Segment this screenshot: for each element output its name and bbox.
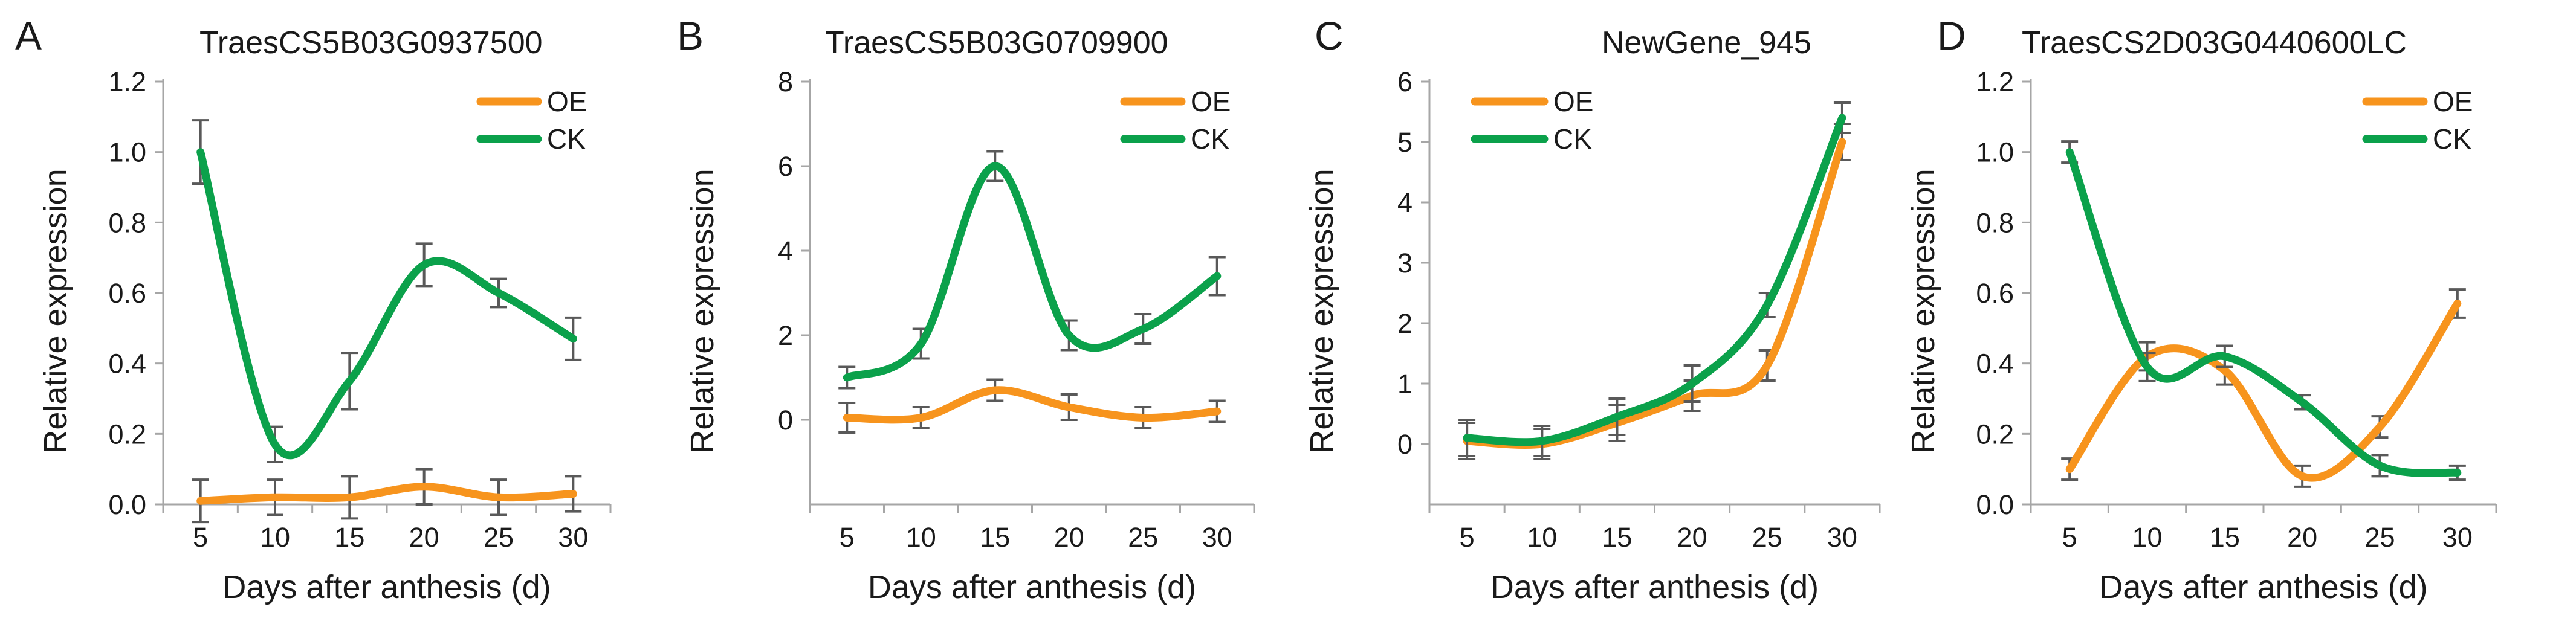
x-tick-label: 5 — [1460, 522, 1475, 553]
x-tick-label: 30 — [1202, 522, 1232, 553]
x-tick-label: 15 — [2210, 522, 2240, 553]
y-tick-label: 0.8 — [1976, 207, 2014, 238]
y-tick-label: 4 — [778, 236, 793, 266]
x-tick-label: 10 — [260, 522, 290, 553]
panel-letter: D — [1937, 13, 1966, 58]
series-line-oe — [843, 386, 1222, 424]
x-tick-label: 25 — [1128, 522, 1158, 553]
x-tick-label: 25 — [2364, 522, 2395, 553]
chart-panel-a: A TraesCS5B03G0937500 0.0 0.2 0.4 0.6 0.8 1.0 1.… — [15, 13, 612, 605]
y-tick-label: 2 — [778, 320, 793, 351]
x-tick-label: 5 — [2062, 522, 2077, 553]
panel-letter: C — [1315, 13, 1344, 58]
x-tick-label: 20 — [409, 522, 439, 553]
chart-title: TraesCS5B03G0709900 — [825, 25, 1168, 60]
x-tick-label: 20 — [1677, 522, 1707, 553]
y-tick-label: 0.6 — [1976, 278, 2014, 309]
x-tick-label: 25 — [484, 522, 514, 553]
y-tick-label: 1.0 — [1976, 137, 2014, 168]
y-axis-label: Relative expression — [684, 169, 720, 453]
y-tick-label: 0.8 — [108, 207, 146, 238]
legend-label-ck: CK — [1553, 123, 1592, 155]
y-tick-label: 0.2 — [1976, 419, 2014, 449]
x-tick-label: 5 — [840, 522, 855, 553]
x-tick-label: 20 — [2287, 522, 2317, 553]
y-tick-label: 2 — [1397, 308, 1413, 339]
series-oe — [2061, 288, 2466, 488]
legend-label-ck: CK — [1191, 123, 1229, 155]
y-tick-label: 0 — [778, 405, 793, 436]
panel-letter: B — [677, 13, 704, 58]
y-tick-label: 0.0 — [1976, 489, 2014, 520]
chart-title: NewGene_945 — [1602, 25, 1811, 60]
legend-label-oe: OE — [2433, 86, 2473, 117]
x-tick-label: 15 — [334, 522, 364, 553]
y-tick-label: 3 — [1397, 248, 1413, 278]
chart-panel-d: D TraesCS2D03G0440600LC 0.0 0.2 0.4 0.6 0.8 1.0… — [1905, 13, 2497, 605]
y-tick-label: 0.2 — [108, 419, 146, 449]
y-axis-label: Relative expression — [37, 169, 74, 453]
x-tick-label: 5 — [193, 522, 208, 553]
x-axis-label: Days after anthesis (d) — [868, 569, 1196, 605]
series-line-ck — [1463, 114, 1846, 446]
legend-label-oe: OE — [1191, 86, 1231, 117]
x-tick-label: 10 — [906, 522, 936, 553]
series-ck — [838, 150, 1226, 390]
x-tick-label: 30 — [2442, 522, 2473, 553]
series-ck — [192, 119, 582, 463]
x-tick-label: 30 — [558, 522, 588, 553]
x-axis-label: Days after anthesis (d) — [222, 569, 551, 605]
series-oe — [1458, 123, 1851, 460]
x-tick-label: 10 — [2132, 522, 2162, 553]
x-axis-label: Days after anthesis (d) — [2099, 569, 2427, 605]
y-tick-label: 8 — [778, 66, 793, 97]
y-tick-label: 1.2 — [1976, 66, 2014, 97]
y-axis-label: Relative expression — [1905, 169, 1941, 453]
series-line-ck — [196, 148, 577, 460]
legend-label-oe: OE — [1553, 86, 1593, 117]
chart-panel-c: C NewGene_945 0 1 2 3 4 5 6 5 10 15 20 25 30 Days after… — [1304, 13, 1881, 605]
y-tick-label: 5 — [1397, 127, 1413, 158]
y-tick-label: 1.2 — [108, 66, 146, 97]
y-tick-label: 1 — [1397, 368, 1413, 399]
series-line-oe — [196, 483, 577, 505]
series-ck — [1458, 101, 1851, 457]
y-tick-label: 0.4 — [108, 349, 146, 379]
series-oe — [838, 378, 1226, 434]
x-tick-label: 25 — [1752, 522, 1782, 553]
legend-label-ck: CK — [2433, 123, 2471, 155]
y-axis-label: Relative expression — [1304, 169, 1340, 453]
legend-label-oe: OE — [547, 86, 587, 117]
x-axis-label: Days after anthesis (d) — [1490, 569, 1819, 605]
y-tick-label: 0.6 — [108, 278, 146, 309]
chart-title: TraesCS2D03G0440600LC — [2022, 25, 2407, 60]
series-oe — [192, 468, 582, 524]
y-tick-label: 1.0 — [108, 137, 146, 168]
panel-letter: A — [15, 13, 42, 58]
x-tick-label: 15 — [1602, 522, 1632, 553]
x-tick-label: 30 — [1827, 522, 1857, 553]
chart-panel-b: B TraesCS5B03G0709900 0 2 4 6 8 5 10 15 20 25 30Days… — [677, 13, 1255, 605]
y-tick-label: 6 — [778, 151, 793, 182]
x-tick-label: 10 — [1527, 522, 1557, 553]
series-line-oe — [2065, 300, 2462, 482]
series-line-ck — [843, 162, 1222, 382]
chart-title: TraesCS5B03G0937500 — [199, 25, 543, 60]
series-ck — [2061, 140, 2466, 481]
x-tick-label: 15 — [980, 522, 1010, 553]
y-tick-label: 0.0 — [108, 489, 146, 520]
legend-label-ck: CK — [547, 123, 586, 155]
y-tick-label: 6 — [1397, 66, 1413, 97]
y-tick-label: 0.4 — [1976, 349, 2014, 379]
y-tick-label: 0 — [1397, 429, 1413, 460]
x-tick-label: 20 — [1054, 522, 1084, 553]
series-line-ck — [2065, 148, 2462, 477]
y-tick-label: 4 — [1397, 187, 1413, 218]
